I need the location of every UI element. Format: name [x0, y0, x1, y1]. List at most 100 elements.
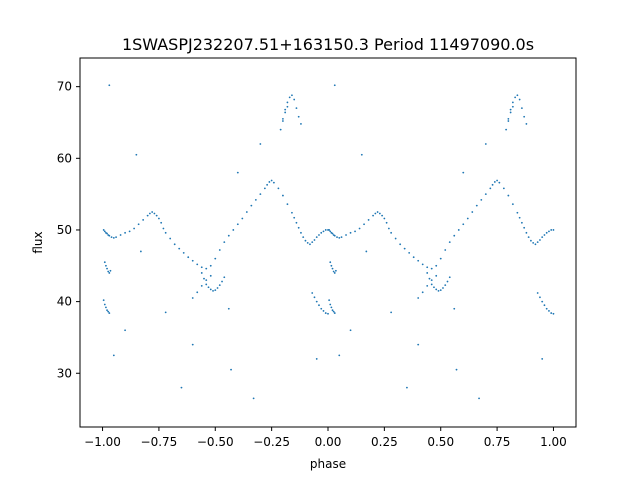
data-point [511, 203, 514, 206]
data-point [387, 227, 390, 230]
data-point [412, 256, 415, 259]
data-point [105, 306, 107, 309]
data-point [230, 368, 232, 371]
data-point [146, 214, 149, 217]
data-point [320, 307, 323, 310]
y-axis-label: flux [31, 231, 45, 253]
data-point [491, 183, 494, 186]
data-point [430, 283, 433, 286]
data-point [444, 249, 447, 251]
data-point [119, 234, 122, 236]
data-point [318, 304, 320, 307]
data-point [430, 279, 433, 282]
data-point [333, 312, 336, 314]
data-point [435, 288, 438, 291]
data-point [282, 118, 284, 120]
data-point [331, 267, 334, 270]
data-point [523, 226, 526, 229]
data-point [324, 229, 327, 231]
data-point [518, 98, 521, 101]
data-point [507, 194, 510, 197]
data-point [309, 243, 311, 246]
data-point [315, 300, 318, 303]
data-point [212, 289, 214, 292]
data-point [328, 229, 331, 231]
data-point [437, 289, 440, 292]
data-point [108, 234, 111, 237]
data-point [102, 229, 105, 231]
data-point [214, 257, 217, 260]
data-point [169, 237, 172, 240]
data-point [539, 296, 541, 299]
data-point [223, 276, 226, 279]
data-point [514, 96, 517, 99]
data-point [545, 307, 548, 310]
data-point [550, 312, 553, 314]
data-point [536, 292, 539, 294]
data-point [330, 306, 333, 309]
data-point [439, 257, 442, 260]
data-point [525, 123, 528, 125]
data-point [221, 280, 223, 283]
data-point [241, 217, 244, 220]
data-point [187, 256, 190, 259]
data-point [270, 179, 273, 182]
x-tick-label: −1.00 [84, 435, 121, 449]
y-tick-label: 70 [57, 80, 72, 94]
data-point [385, 221, 388, 224]
data-point [293, 98, 296, 101]
data-point [536, 241, 539, 244]
data-point [381, 214, 384, 217]
data-point [406, 386, 408, 389]
data-point [376, 211, 379, 213]
data-point [448, 241, 451, 244]
data-point [173, 243, 176, 246]
data-point [306, 241, 309, 244]
data-point [259, 193, 262, 196]
data-point [151, 211, 154, 213]
data-point [543, 234, 546, 236]
data-point [403, 247, 406, 250]
data-point [205, 283, 208, 286]
data-point [191, 259, 194, 262]
data-point [530, 239, 532, 242]
data-point [209, 264, 212, 267]
data-point [466, 217, 469, 220]
data-point [164, 311, 167, 314]
data-point [332, 270, 335, 273]
data-point [209, 274, 212, 277]
data-point [318, 234, 320, 236]
data-point [142, 219, 145, 221]
x-tick-label: 0.00 [315, 435, 342, 449]
data-point [263, 187, 266, 190]
data-point [334, 269, 337, 272]
data-point [523, 115, 526, 118]
data-point [315, 236, 318, 239]
data-point [417, 259, 420, 262]
data-point [498, 181, 501, 184]
data-point [541, 358, 544, 360]
data-point [509, 111, 512, 114]
data-point [153, 212, 156, 215]
data-point [433, 286, 435, 289]
data-point [430, 267, 433, 270]
data-point [480, 198, 483, 201]
data-point [534, 243, 537, 246]
data-point [124, 329, 126, 332]
data-point [112, 354, 115, 357]
data-point [484, 143, 487, 145]
data-point [236, 171, 239, 174]
y-tick-label: 30 [57, 366, 72, 380]
data-point [502, 187, 505, 190]
data-point [475, 204, 478, 207]
data-point [311, 241, 314, 244]
data-point [322, 310, 325, 312]
data-point [266, 183, 269, 186]
data-point [106, 232, 108, 235]
data-point [207, 286, 210, 289]
data-point [286, 101, 289, 104]
data-point [390, 311, 393, 314]
data-point [148, 212, 151, 215]
data-point [291, 94, 293, 97]
